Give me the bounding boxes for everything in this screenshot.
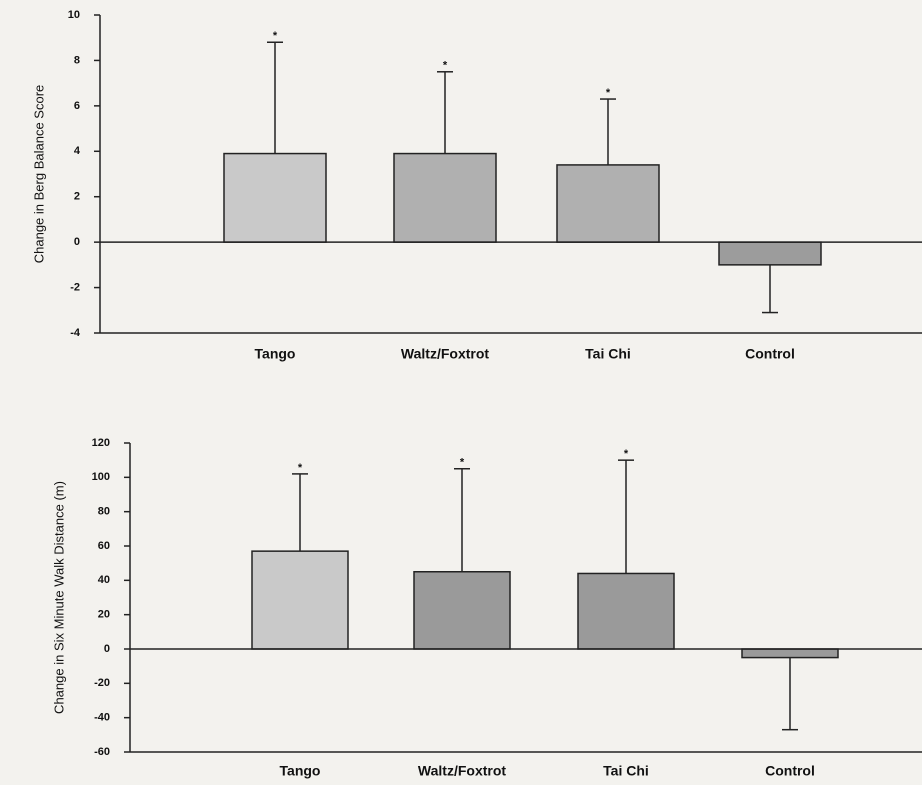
y-tick-label: 120 [92,437,110,449]
y-tick-label: -20 [94,677,110,689]
y-tick-label: -4 [70,327,81,339]
page: -4-20246810Change in Berg Balance Score*… [0,0,922,785]
y-tick-label: 100 [92,471,110,483]
bar [557,165,659,242]
significance-marker: * [624,448,629,460]
bar [578,573,674,649]
paper [0,0,922,785]
y-tick-label: 40 [98,574,110,586]
y-axis-label: Change in Six Minute Walk Distance (m) [51,481,66,714]
y-tick-label: -40 [94,712,110,724]
y-tick-label: 6 [74,100,80,112]
bar [719,242,821,265]
chart-figure: -4-20246810Change in Berg Balance Score*… [0,0,922,785]
significance-marker: * [443,60,448,72]
bar [252,551,348,649]
significance-marker: * [606,87,611,99]
y-tick-label: 0 [104,643,110,655]
y-tick-label: -2 [70,281,80,293]
y-tick-label: 80 [98,506,110,518]
y-tick-label: 20 [98,609,110,621]
x-tick-label: Control [745,346,795,362]
bar [394,154,496,243]
bar [224,154,326,243]
y-tick-label: 4 [74,145,81,157]
y-tick-label: -60 [94,746,110,758]
x-tick-label: Control [765,763,815,779]
x-tick-label: Waltz/Foxtrot [401,346,489,362]
x-tick-label: Tango [255,346,296,362]
y-tick-label: 2 [74,191,80,203]
y-axis-label: Change in Berg Balance Score [31,85,46,264]
x-tick-label: Tai Chi [603,763,649,779]
y-tick-label: 8 [74,54,80,66]
y-tick-label: 60 [98,540,110,552]
x-tick-label: Tai Chi [585,346,631,362]
significance-marker: * [298,462,303,474]
y-tick-label: 10 [68,9,80,21]
significance-marker: * [460,457,465,469]
y-tick-label: 0 [74,236,80,248]
significance-marker: * [273,30,278,42]
x-tick-label: Waltz/Foxtrot [418,763,506,779]
bar [414,572,510,649]
bar [742,649,838,658]
x-tick-label: Tango [280,763,321,779]
